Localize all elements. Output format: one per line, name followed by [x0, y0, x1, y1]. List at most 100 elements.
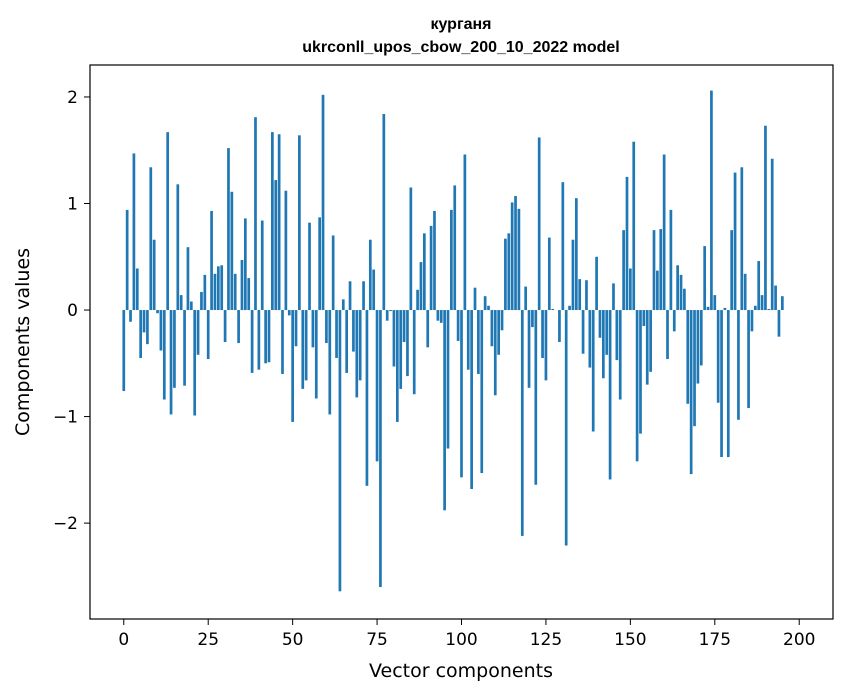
bar-48	[284, 190, 288, 311]
bar-0	[122, 310, 126, 392]
bar-1	[125, 209, 129, 311]
bar-87	[416, 289, 419, 311]
bar-157	[652, 230, 656, 311]
bar-67	[348, 281, 352, 311]
bar-100	[460, 310, 463, 478]
bar-54	[304, 310, 308, 381]
bar-26	[210, 210, 213, 311]
bar-125	[544, 310, 548, 381]
bar-194	[777, 310, 781, 337]
bar-94	[439, 310, 443, 323]
bar-170	[696, 310, 700, 384]
bar-17	[179, 295, 183, 311]
bar-135	[578, 279, 582, 311]
bar-154	[642, 310, 646, 327]
bar-108	[487, 305, 490, 311]
bar-145	[612, 283, 615, 311]
bar-120	[527, 310, 531, 388]
x-tick-label: 50	[282, 630, 304, 650]
bar-71	[362, 281, 365, 311]
bar-41	[260, 220, 264, 311]
bar-65	[341, 299, 345, 311]
bar-187	[753, 305, 757, 311]
bar-93	[436, 310, 440, 321]
bar-53	[301, 310, 305, 389]
bar-7	[146, 310, 149, 345]
x-tick-label: 200	[783, 630, 815, 650]
bar-series	[122, 90, 784, 592]
bar-92	[433, 210, 436, 311]
bar-36	[244, 218, 247, 311]
bar-183	[740, 167, 744, 311]
bar-132	[568, 305, 571, 311]
bar-171	[699, 310, 703, 366]
chart-title: курганя	[430, 16, 491, 33]
bar-25	[206, 310, 210, 360]
bar-193	[774, 285, 777, 311]
bar-172	[703, 246, 707, 311]
bar-148	[622, 230, 625, 311]
bar-95	[443, 310, 446, 511]
bar-15	[173, 310, 176, 388]
bar-81	[395, 310, 399, 422]
bar-156	[649, 310, 652, 372]
bar-68	[352, 310, 355, 352]
bar-160	[662, 154, 666, 311]
bar-75	[375, 310, 379, 462]
bar-2	[129, 310, 132, 322]
bar-90	[426, 310, 430, 348]
x-tick-label: 175	[699, 630, 731, 650]
bar-73	[368, 239, 372, 311]
bar-122	[534, 310, 538, 485]
bar-50	[291, 310, 294, 422]
bar-151	[632, 141, 636, 311]
bar-102	[466, 310, 470, 370]
bar-110	[493, 310, 497, 396]
bar-162	[669, 209, 673, 311]
y-tick-label: −2	[53, 514, 78, 534]
bar-115	[510, 202, 514, 311]
bar-176	[716, 310, 720, 403]
bar-10	[156, 310, 159, 314]
bar-20	[189, 301, 193, 311]
bar-86	[412, 310, 416, 395]
bar-77	[382, 114, 386, 311]
bar-22	[196, 310, 200, 355]
bar-78	[385, 310, 389, 321]
bar-27	[213, 273, 217, 311]
bar-24	[203, 274, 207, 311]
bar-40	[257, 310, 261, 370]
bar-39	[254, 117, 257, 311]
bar-99	[456, 310, 460, 341]
bar-46	[277, 134, 281, 311]
x-axis-label: Vector components	[369, 660, 553, 682]
bar-180	[730, 230, 734, 311]
bar-74	[372, 269, 376, 311]
bar-186	[750, 310, 754, 332]
bar-143	[605, 310, 609, 355]
bar-165	[679, 274, 683, 311]
bar-191	[767, 308, 771, 311]
bar-42	[264, 310, 267, 364]
y-tick-label: 2	[67, 88, 78, 108]
bar-52	[298, 135, 301, 311]
bar-140	[595, 256, 598, 311]
bar-30	[223, 310, 227, 342]
bar-126	[547, 237, 551, 311]
bar-9	[152, 239, 156, 311]
bar-150	[629, 268, 632, 311]
bar-59	[321, 94, 325, 311]
bar-133	[571, 239, 575, 311]
bar-43	[267, 310, 271, 363]
bar-166	[683, 288, 686, 311]
bar-31	[227, 148, 230, 311]
bar-118	[520, 310, 524, 536]
bar-184	[743, 273, 747, 311]
bar-55	[308, 222, 311, 311]
bar-144	[608, 310, 612, 480]
bar-37	[247, 278, 251, 311]
bar-190	[764, 125, 767, 311]
bar-47	[281, 310, 284, 374]
bar-84	[406, 310, 409, 377]
bar-152	[635, 310, 639, 462]
